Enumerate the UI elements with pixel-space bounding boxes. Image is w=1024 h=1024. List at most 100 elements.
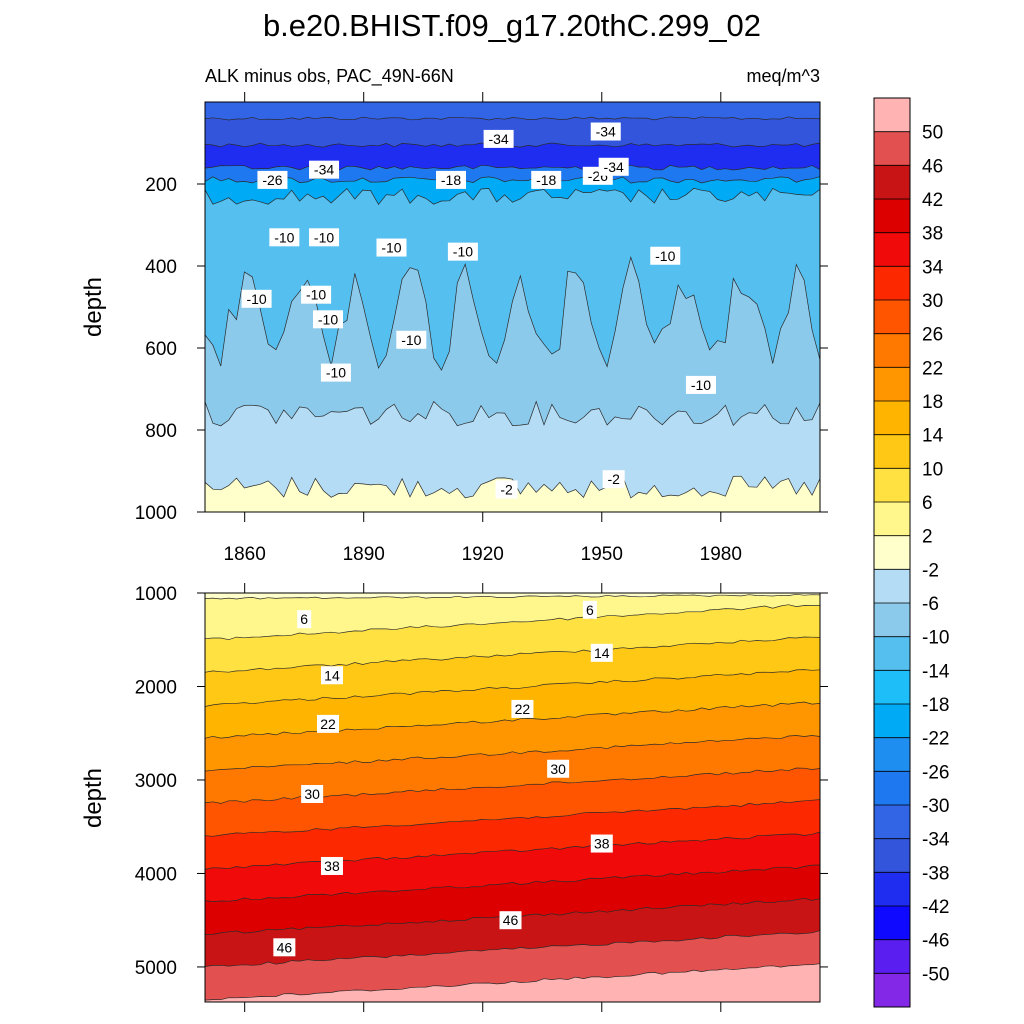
- contour-label-box: [376, 238, 407, 257]
- contour-label-text: -10: [691, 377, 711, 393]
- lower-contour-line: [204, 864, 821, 902]
- contour-label: 14: [320, 666, 343, 685]
- contour-label: -34: [590, 122, 621, 141]
- lower-contour-line: [204, 604, 821, 641]
- contour-label-text: 6: [586, 602, 594, 618]
- colorbar-swatch: [874, 98, 910, 133]
- contour-label-box: [320, 363, 351, 382]
- contour-label-text: 14: [594, 645, 610, 661]
- colorbar-swatch: [874, 266, 910, 301]
- contour-label: -26: [257, 170, 288, 189]
- contour-label-text: 38: [324, 858, 340, 874]
- colorbar-swatch: [874, 232, 910, 267]
- subtitle-left: ALK minus obs, PAC_49N-66N: [205, 66, 454, 87]
- colorbar-swatch: [874, 535, 910, 570]
- contour-label-text: -10: [246, 291, 266, 307]
- contour-label-box: [257, 170, 288, 189]
- lower-y-axis-label: depth: [80, 768, 107, 828]
- colorbar-swatch: [874, 401, 910, 436]
- contour-label-text: -34: [314, 162, 334, 178]
- colorbar-label: 42: [922, 190, 943, 211]
- lower-contour-labels: 6 6 14 14 22 22 30 30 38 38 46 46: [273, 600, 613, 957]
- contour-label-text: -10: [401, 332, 421, 348]
- colorbar-label: -38: [922, 863, 949, 884]
- colorbar-label: -2: [922, 560, 939, 581]
- colorbar: 50 46 42 38 34 30 26 22 18 14 10 6 2 -2 -6 -10 -14 -18 -22…: [873, 97, 950, 1008]
- x-tick-label: 1920: [462, 544, 504, 565]
- colorbar-swatch: [874, 737, 910, 772]
- lower-contour-line: [204, 799, 821, 837]
- contour-label-box: [320, 856, 343, 875]
- colorbar-label: -22: [922, 729, 949, 750]
- contour-label: 6: [582, 600, 597, 619]
- colorbar-label: -34: [922, 830, 950, 851]
- contour-label: -10: [309, 228, 340, 247]
- colorbar-swatch: [874, 771, 910, 806]
- contour-label-box: [590, 834, 613, 853]
- contour-label-box: [309, 228, 340, 247]
- contour-label-text: -10: [306, 287, 326, 303]
- contour-label-box: [320, 666, 343, 685]
- contour-label: -10: [650, 246, 681, 265]
- colorbar-label: 38: [922, 224, 943, 245]
- contour-label-text: -10: [318, 311, 338, 327]
- contour-label: 46: [273, 938, 296, 957]
- colorbar-label: -42: [922, 897, 949, 918]
- upper-contour-line: [204, 400, 821, 427]
- upper-panel: -34 -34-26-34-18 -18 -26-34-10 -10-10 -10 -10-…: [135, 92, 828, 565]
- contour-label-text: 22: [515, 701, 531, 717]
- contour-label: -18: [436, 170, 466, 189]
- y-tick-label: 2000: [135, 677, 177, 698]
- colorbar-label: -6: [922, 594, 939, 615]
- lower-contour-line: [204, 930, 821, 967]
- colorbar-label: 2: [922, 527, 933, 548]
- contour-label-box: [313, 310, 343, 329]
- lower-contour-line: [204, 636, 821, 673]
- contour-label: -34: [598, 157, 629, 176]
- contour-label: 46: [499, 911, 522, 930]
- colorbar-swatch: [874, 939, 910, 974]
- upper-contour-line: [204, 116, 821, 121]
- colorbar-swatch: [874, 636, 910, 671]
- contour-label-text: -10: [314, 229, 334, 245]
- contour-label-box: [685, 375, 716, 394]
- contour-label-box: [436, 170, 466, 189]
- colorbar-label: -46: [922, 931, 949, 952]
- contour-label: -2: [602, 470, 625, 489]
- contour-label-box: [447, 242, 478, 261]
- contour-label-text: 46: [277, 939, 293, 955]
- upper-contour-labels: -34 -34-26-34-18 -18 -26-34-10 -10-10 -10 -10-…: [241, 122, 716, 499]
- contour-label: -10: [376, 238, 407, 257]
- y-tick-label: 800: [145, 421, 177, 442]
- colorbar-swatch: [874, 569, 910, 604]
- contour-label-text: -18: [441, 172, 461, 188]
- contour-label-box: [590, 643, 613, 662]
- colorbar-label: -26: [922, 762, 949, 783]
- colorbar-swatch: [874, 838, 910, 873]
- colorbar-label: -18: [922, 695, 949, 716]
- upper-contour-line: [204, 475, 821, 499]
- upper-axes: 200 400 600 800 1000 1860 1890 1920 1950 1980: [135, 92, 828, 565]
- chart-title: b.e20.BHIST.f09_g17.20thC.299_02: [263, 8, 761, 43]
- colorbar-label: 30: [922, 291, 943, 312]
- colorbar-swatch: [874, 468, 910, 503]
- lower-contour-line: [204, 831, 821, 870]
- upper-contour-line: [204, 176, 821, 184]
- lower-contour-line: [204, 593, 821, 600]
- contour-label-text: -26: [262, 172, 282, 188]
- contour-label-box: [483, 129, 514, 148]
- upper-contour-line: [204, 187, 821, 206]
- contour-label: 30: [301, 784, 324, 803]
- x-tick-label: 1950: [581, 544, 623, 565]
- x-tick-label: 1890: [343, 544, 385, 565]
- contour-label-text: -2: [607, 471, 620, 487]
- lower-contour-line: [204, 735, 821, 772]
- upper-y-axis-label: depth: [80, 277, 107, 337]
- contour-label-box: [511, 699, 534, 718]
- colorbar-frame: [873, 97, 911, 1008]
- contour-label: -10: [269, 228, 300, 247]
- colorbar-swatch: [874, 704, 910, 739]
- upper-contour-line: [204, 256, 821, 371]
- contour-label: -2: [495, 480, 518, 499]
- contour-label: -10: [301, 285, 332, 304]
